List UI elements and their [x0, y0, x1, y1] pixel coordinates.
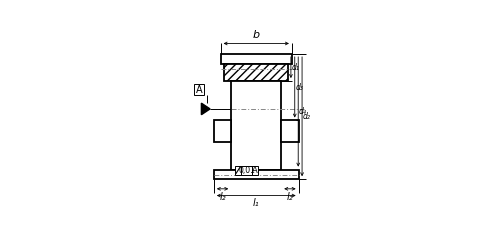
- Text: l₁: l₁: [253, 198, 260, 208]
- Bar: [235, 166, 241, 175]
- Bar: [252, 166, 258, 175]
- Text: d₄: d₄: [299, 107, 307, 116]
- Text: A: A: [252, 166, 258, 175]
- Bar: [194, 84, 204, 96]
- Bar: [282, 120, 298, 142]
- Bar: [231, 81, 281, 170]
- Bar: [241, 166, 252, 175]
- Polygon shape: [202, 103, 210, 115]
- Text: l₂: l₂: [286, 192, 294, 202]
- Text: b: b: [252, 30, 260, 40]
- Bar: [224, 64, 288, 81]
- Text: d₂: d₂: [303, 112, 310, 121]
- Text: 0,01: 0,01: [238, 166, 256, 175]
- Text: A: A: [196, 85, 202, 95]
- Bar: [214, 170, 298, 179]
- Text: l₂: l₂: [220, 192, 226, 202]
- Bar: [220, 54, 292, 64]
- Text: d₃: d₃: [296, 83, 304, 92]
- Bar: [214, 120, 231, 142]
- Text: d₁: d₁: [292, 63, 300, 72]
